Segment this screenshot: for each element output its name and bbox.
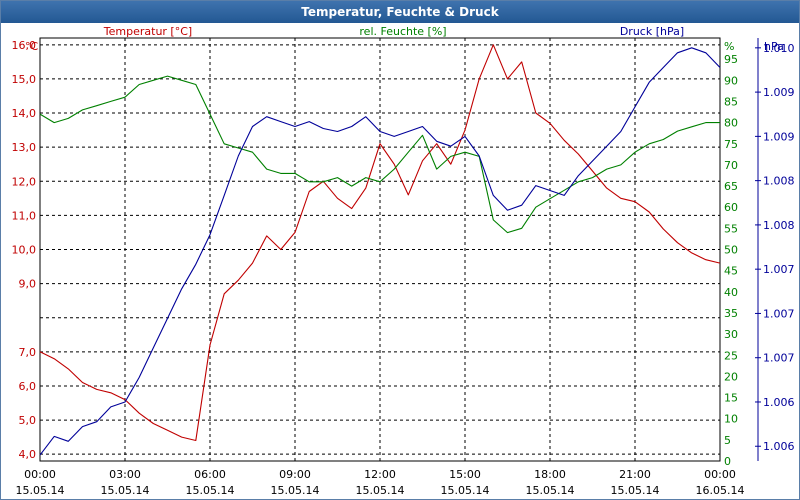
series-layer: [39, 44, 721, 456]
y-tick-label-temperature: 10,0: [12, 244, 37, 257]
y-tick-label-humidity: 75: [724, 138, 738, 151]
y-tick-label-humidity: 40: [724, 286, 738, 299]
x-tick-date-label: 15.05.14: [441, 484, 490, 497]
y-tick-label-temperature: 9,0: [19, 278, 37, 291]
humidity-series-line: [39, 75, 720, 234]
y-tick-label-temperature: 13,0: [12, 141, 37, 154]
x-tick-time-label: 03:00: [109, 468, 141, 481]
y-tick-label-humidity: 5: [724, 434, 731, 447]
grid-lines: [40, 38, 720, 461]
y-tick-label-humidity: 90: [724, 74, 738, 87]
y-tick-label-temperature: 5,0: [19, 414, 37, 427]
pressure-series-line: [39, 47, 721, 456]
y-tick-label-humidity: 65: [724, 180, 738, 193]
x-tick-time-label: 21:00: [619, 468, 651, 481]
x-tick-time-label: 15:00: [449, 468, 481, 481]
y-tick-label-temperature: 15,0: [12, 73, 37, 86]
y-tick-label-humidity: 45: [724, 265, 738, 278]
y-tick-label-pressure: 1.009: [763, 130, 795, 143]
x-tick-time-label: 18:00: [534, 468, 566, 481]
y-tick-label-humidity: 10: [724, 413, 738, 426]
temperature-series-line: [39, 44, 721, 442]
humidity-unit-label: %: [724, 40, 734, 53]
pressure-axis-title: Druck [hPa]: [620, 25, 684, 38]
y-tick-label-humidity: 20: [724, 370, 738, 383]
y-tick-label-temperature: 12,0: [12, 175, 37, 188]
x-tick-date-label: 15.05.14: [186, 484, 235, 497]
y-tick-label-humidity: 25: [724, 349, 738, 362]
x-tick-date-label: 15.05.14: [271, 484, 320, 497]
x-tick-date-label: 16.05.14: [696, 484, 745, 497]
humidity-axis-title: rel. Feuchte [%]: [359, 25, 446, 38]
x-tick-time-label: 09:00: [279, 468, 311, 481]
y-tick-label-temperature: 14,0: [12, 107, 37, 120]
y-tick-label-temperature: 11,0: [12, 209, 37, 222]
pressure-unit-label: hPa: [764, 40, 784, 53]
y-tick-label-humidity: 60: [724, 201, 738, 214]
y-tick-label-temperature: 6,0: [19, 380, 37, 393]
y-tick-label-pressure: 1.008: [763, 219, 795, 232]
x-tick-date-label: 15.05.14: [16, 484, 65, 497]
y-tick-label-pressure: 1.008: [763, 175, 795, 188]
y-tick-label-pressure: 1.007: [763, 263, 795, 276]
y-tick-label-pressure: 1.009: [763, 86, 795, 99]
y-tick-label-humidity: 50: [724, 244, 738, 257]
x-tick-date-label: 15.05.14: [101, 484, 150, 497]
y-tick-label-humidity: 55: [724, 222, 738, 235]
x-tick-date-label: 15.05.14: [526, 484, 575, 497]
x-tick-time-label: 00:00: [704, 468, 736, 481]
y-tick-label-pressure: 1.007: [763, 307, 795, 320]
x-tick-date-label: 15.05.14: [356, 484, 405, 497]
y-tick-label-pressure: 1.006: [763, 396, 795, 409]
y-tick-label-temperature: 4,0: [19, 448, 37, 461]
y-tick-label-humidity: 0: [724, 455, 731, 468]
x-tick-date-label: 15.05.14: [611, 484, 660, 497]
y-tick-label-humidity: 30: [724, 328, 738, 341]
y-tick-label-humidity: 80: [724, 117, 738, 130]
y-tick-label-pressure: 1.006: [763, 440, 795, 453]
x-tick-time-label: 00:00: [24, 468, 56, 481]
x-tick-time-label: 06:00: [194, 468, 226, 481]
y-tick-label-humidity: 35: [724, 307, 738, 320]
y-tick-label-pressure: 1.010: [763, 42, 795, 55]
y-tick-label-humidity: 70: [724, 159, 738, 172]
y-tick-label-pressure: 1.007: [763, 352, 795, 365]
y-tick-label-humidity: 85: [724, 95, 738, 108]
temperature-unit-label: °C: [25, 40, 39, 53]
y-tick-label-temperature: 7,0: [19, 346, 37, 359]
title-bar: Temperatur, Feuchte & Druck: [1, 1, 799, 23]
x-tick-time-label: 12:00: [364, 468, 396, 481]
y-tick-label-temperature: 16,0: [12, 39, 37, 52]
plot-area-frame: [39, 37, 721, 462]
temperature-axis-title: Temperatur [°C]: [103, 25, 192, 38]
y-tick-label-humidity: 95: [724, 53, 738, 66]
window-title: Temperatur, Feuchte & Druck: [301, 5, 499, 19]
axes-layer: 00:00 15.05.14 03:00 15.05.14 06:00 15.05.14 0…: [12, 25, 795, 497]
y-tick-label-humidity: 15: [724, 392, 738, 405]
